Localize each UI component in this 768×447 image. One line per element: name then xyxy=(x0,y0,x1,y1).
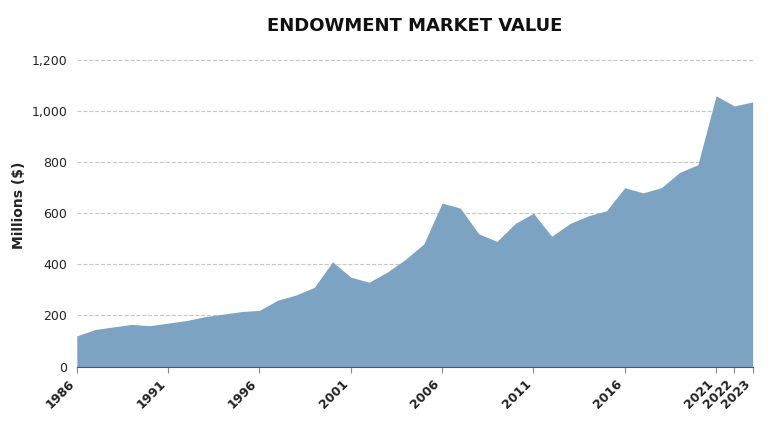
Title: ENDOWMENT MARKET VALUE: ENDOWMENT MARKET VALUE xyxy=(267,17,562,35)
Y-axis label: Millions ($): Millions ($) xyxy=(12,162,25,249)
